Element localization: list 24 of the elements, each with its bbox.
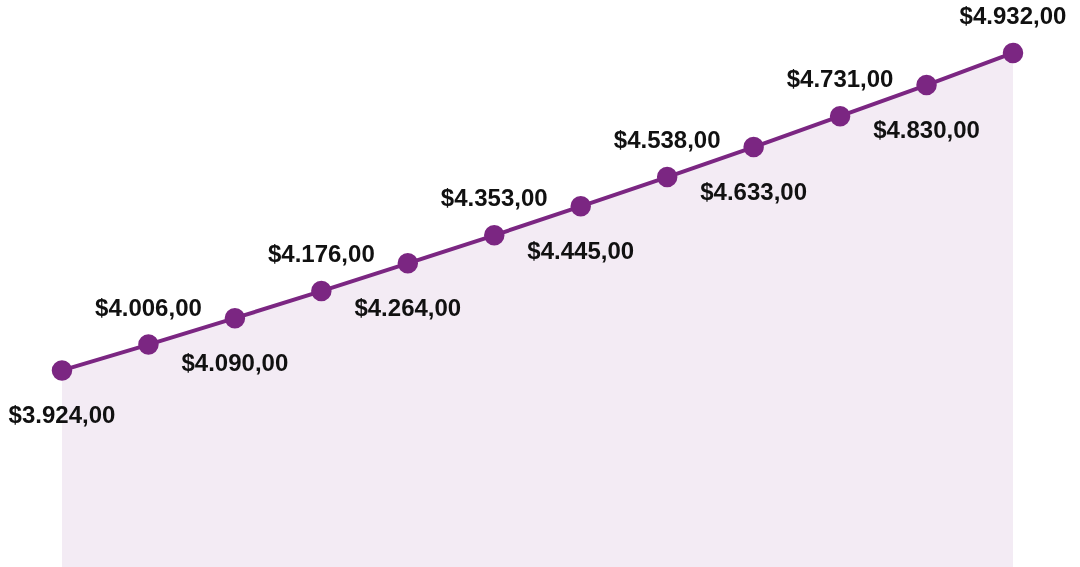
data-label: $3.924,00 [8, 401, 116, 429]
data-label: $4.176,00 [267, 240, 375, 268]
data-label: $4.006,00 [95, 293, 202, 321]
data-label: $4.090,00 [181, 349, 289, 377]
data-label: $4.731,00 [786, 65, 894, 93]
point [51, 360, 73, 381]
data-label: $4.633,00 [700, 178, 808, 206]
data-label: $4.932,00 [959, 1, 1067, 29]
point [656, 166, 678, 188]
data-label: $4.353,00 [440, 184, 548, 212]
point [829, 106, 851, 127]
point [138, 334, 159, 355]
point [1002, 42, 1024, 64]
data-label: $4.830,00 [873, 116, 980, 144]
point [743, 136, 764, 158]
point [570, 196, 591, 217]
data-label: $4.538,00 [613, 126, 721, 154]
point [397, 253, 419, 274]
data-label: $4.264,00 [354, 294, 462, 322]
point [484, 225, 505, 246]
point [916, 74, 937, 96]
point [311, 280, 332, 302]
point [224, 307, 246, 329]
data-label: $4.445,00 [527, 237, 635, 265]
